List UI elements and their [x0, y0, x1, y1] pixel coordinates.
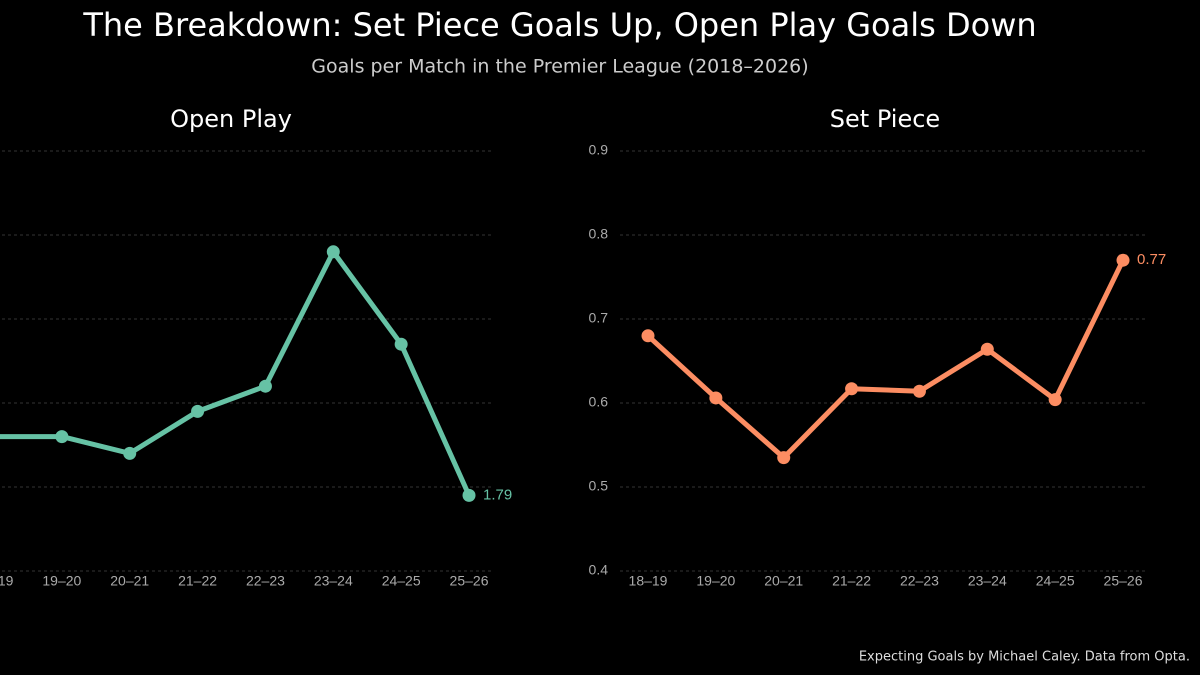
point: [462, 488, 476, 502]
point: [191, 404, 205, 418]
x-tick-label: 22–23: [900, 573, 939, 589]
x-tick-label: 25–26: [450, 573, 489, 589]
x-tick-label: 20–21: [110, 573, 149, 589]
x-tick-label: 20–21: [764, 573, 803, 589]
line: [646, 259, 1126, 461]
point: [845, 382, 859, 396]
y-tick-label: 0.7: [589, 310, 609, 326]
x-tick-label: 21–22: [832, 573, 871, 589]
point: [980, 342, 994, 356]
x-tick-label: 19–20: [696, 573, 735, 589]
line: [0, 249, 472, 497]
point: [326, 245, 340, 259]
caption: Expecting Goals by Michael Caley. Data f…: [859, 650, 1190, 665]
point: [55, 430, 69, 444]
panel-title: Set Piece: [830, 105, 940, 133]
y-tick-label: 0.8: [589, 226, 609, 242]
y-tick-label: 0.5: [589, 478, 609, 494]
x-tick-label: 25–26: [1104, 573, 1143, 589]
x-tick-label: 22–23: [246, 573, 285, 589]
y-tick-label: 0.9: [589, 142, 609, 158]
x-tick-label: 18–19: [0, 573, 14, 589]
point: [394, 337, 408, 351]
point: [1116, 253, 1130, 267]
point: [1048, 393, 1062, 407]
x-tick-label: 23–24: [968, 573, 1007, 589]
panel-title: Open Play: [170, 105, 292, 133]
figure-subtitle: Goals per Match in the Premier League (2…: [311, 56, 808, 78]
point: [709, 391, 723, 405]
x-tick-label: 18–19: [629, 573, 668, 589]
point: [777, 451, 791, 465]
x-tick-label: 24–25: [1036, 573, 1075, 589]
point: [258, 379, 272, 393]
x-tick-label: 24–25: [382, 573, 421, 589]
figure-title: The Breakdown: Set Piece Goals Up, Open …: [82, 6, 1036, 44]
y-tick-label: 0.6: [589, 394, 609, 410]
x-tick-label: 23–24: [314, 573, 353, 589]
x-tick-label: 21–22: [178, 573, 217, 589]
value-label: 1.79: [483, 486, 512, 503]
x-tick-label: 19–20: [42, 573, 81, 589]
point: [123, 446, 137, 460]
point: [912, 384, 926, 398]
point: [641, 329, 655, 343]
value-label: 0.77: [1137, 251, 1166, 268]
y-tick-label: 0.4: [589, 562, 609, 578]
point: [0, 434, 1, 440]
